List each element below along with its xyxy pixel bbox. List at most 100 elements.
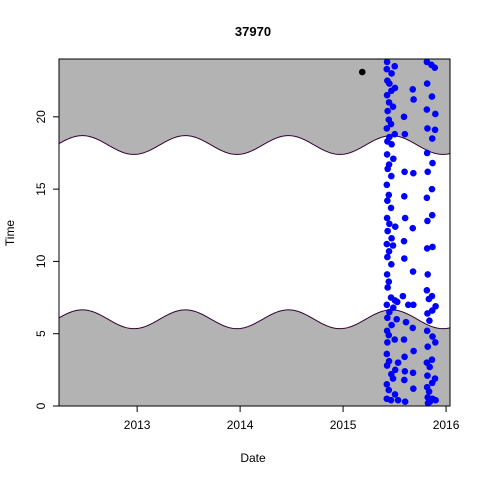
sunset-line [59, 135, 450, 155]
plot-content [59, 59, 450, 406]
data-point [391, 223, 399, 231]
data-point [386, 133, 393, 141]
data-point [423, 194, 431, 202]
data-point [400, 237, 408, 245]
data-point [383, 214, 391, 222]
data-point [390, 155, 397, 163]
plot-frame [58, 58, 451, 407]
data-point [432, 396, 439, 404]
data-point [384, 253, 391, 261]
data-point [385, 248, 393, 255]
data-point [391, 62, 399, 70]
data-point [401, 368, 409, 375]
data-point [388, 141, 395, 148]
daylight-band [59, 135, 450, 329]
data-point [409, 268, 417, 275]
data-point [388, 70, 395, 77]
data-point [387, 204, 395, 212]
data-point [425, 388, 433, 395]
data-point [410, 169, 417, 177]
x-tick-label: 2013 [124, 418, 151, 432]
data-point [401, 255, 408, 262]
y-tick-label: 20 [34, 110, 48, 124]
data-point [428, 211, 436, 219]
data-point [410, 96, 417, 103]
data-point [394, 359, 402, 366]
data-point [385, 331, 393, 339]
data-point [383, 125, 391, 132]
data-point [426, 363, 433, 371]
data-point [429, 243, 436, 251]
data-point [383, 59, 391, 66]
data-point [383, 151, 391, 158]
data-point [386, 80, 393, 87]
data-point [431, 126, 439, 134]
data-point [385, 191, 393, 199]
data-point [428, 93, 436, 100]
data-point [391, 84, 399, 92]
data-point [383, 381, 391, 388]
chart-title: 37970 [235, 24, 271, 39]
y-tick-label: 10 [34, 254, 48, 268]
data-point [401, 193, 408, 200]
y-tick-label: 5 [34, 330, 48, 337]
data-point [385, 278, 393, 285]
data-point [384, 197, 391, 204]
data-point [401, 353, 408, 361]
data-point [423, 245, 431, 252]
data-point [429, 333, 436, 340]
data-point [409, 324, 417, 332]
data-point [431, 375, 439, 382]
data-point [387, 120, 395, 128]
data-point [388, 172, 395, 180]
data-point [410, 385, 417, 392]
data-point [383, 65, 391, 73]
data-point [394, 396, 402, 404]
axes: 2013 2014 2015 2016 0 5 10 15 20 [34, 58, 460, 432]
data-point [385, 386, 393, 394]
data-point [385, 357, 393, 365]
data-point [401, 168, 408, 176]
data-point [423, 106, 431, 113]
data-point [393, 298, 401, 306]
data-point [428, 185, 436, 193]
data-point [386, 308, 393, 316]
data-point [400, 113, 408, 121]
data-point [401, 214, 409, 222]
data-point [386, 220, 393, 228]
data-point [404, 301, 412, 309]
data-point [424, 125, 431, 132]
sunrise-line [59, 309, 450, 330]
data-point [387, 396, 395, 404]
data-point [400, 336, 408, 343]
data-point [383, 271, 391, 278]
data-point [388, 234, 395, 242]
data-point [383, 181, 391, 189]
data-point [383, 240, 391, 248]
data-point [424, 217, 431, 225]
data-point [389, 375, 397, 382]
data-point [424, 168, 432, 176]
data-point [385, 161, 393, 168]
data-point [424, 271, 432, 278]
data-point [409, 369, 417, 377]
data-point [429, 159, 436, 167]
data-point [399, 292, 407, 300]
data-point [428, 356, 436, 364]
data-point [388, 261, 395, 268]
data-point [423, 149, 431, 157]
data-point [384, 107, 391, 115]
data-point [424, 343, 432, 351]
data-point [393, 315, 400, 323]
data-point [410, 301, 417, 309]
x-tick-label: 2015 [330, 418, 357, 432]
data-point [385, 99, 393, 106]
data-point [426, 317, 433, 325]
data-point [423, 327, 431, 335]
data-point [384, 227, 391, 235]
data-point [424, 372, 431, 379]
data-point [383, 91, 391, 99]
data-point [428, 292, 436, 300]
data-point [391, 130, 399, 138]
